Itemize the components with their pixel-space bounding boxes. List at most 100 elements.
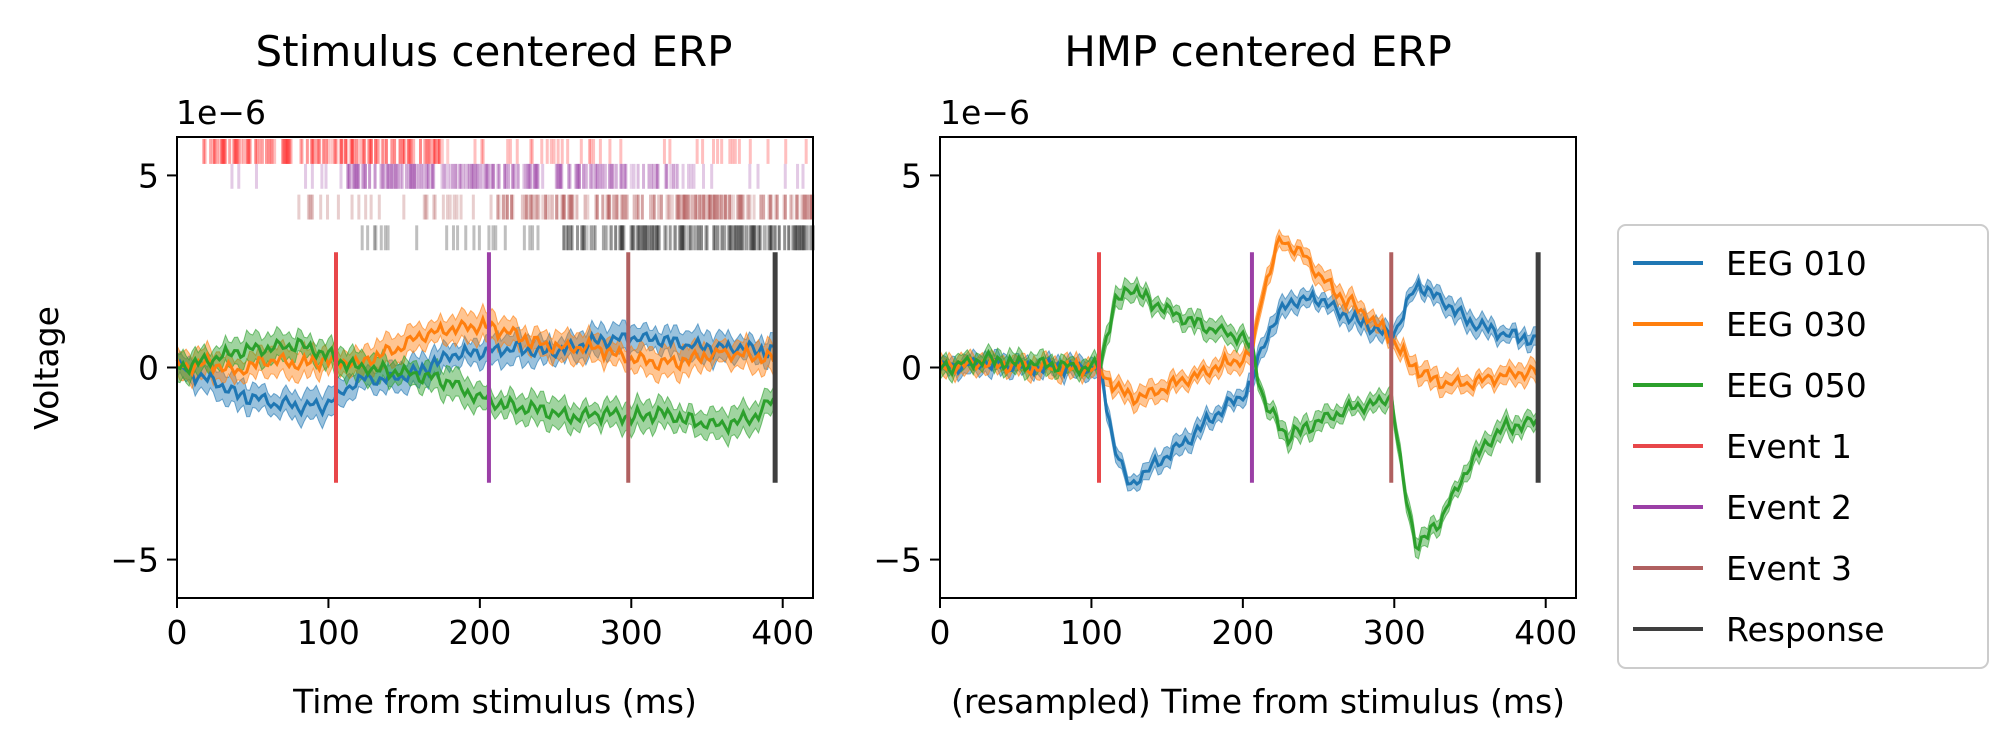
raster-tick [445,225,449,251]
raster-tick [552,139,556,164]
y-offset-label: 1e−6 [176,93,266,132]
raster-tick [583,194,587,220]
raster-tick [798,225,802,251]
raster-tick [385,163,389,189]
raster-tick [529,139,533,164]
raster-tick [433,194,437,220]
raster-tick [807,225,811,251]
raster-tick [409,139,413,164]
raster-tick [711,194,715,220]
raster-tick [428,139,432,164]
raster-tick [633,225,637,251]
raster-tick [478,163,482,189]
raster-tick [614,163,618,189]
raster-tick [473,139,477,164]
raster-tick [609,163,613,189]
raster-tick [687,163,691,189]
raster-tick [593,225,597,251]
x-tick-label: 0 [930,613,951,652]
series-line-eeg-050 [176,337,775,437]
raster-tick [364,163,368,189]
raster-tick [382,139,386,164]
raster-tick [804,139,808,164]
raster-tick [417,163,421,189]
raster-tick [380,163,384,189]
raster-tick [651,194,655,220]
raster-tick [545,194,549,220]
raster-tick [769,225,773,251]
raster-tick [535,194,539,220]
raster-tick [399,163,403,189]
raster-tick [568,194,572,220]
raster-tick [458,163,462,189]
series-line-eeg-010 [175,330,774,418]
raster-tick [693,194,697,220]
raster-tick [695,139,699,164]
raster-tick [489,163,493,189]
raster-tick [386,225,390,251]
raster-tick [408,139,412,164]
raster-tick [585,225,589,251]
x-tick-label: 400 [751,613,814,652]
raster-tick [801,194,805,220]
raster-tick [411,163,415,189]
raster-tick [716,225,720,251]
raster-tick [444,163,448,189]
x-tick-label: 200 [1211,613,1274,652]
raster-tick [698,194,702,220]
x-tick-label: 400 [1514,613,1577,652]
raster-tick [689,225,693,251]
raster-tick [554,194,558,220]
raster-tick [255,139,259,164]
raster-tick [369,194,373,220]
raster-tick [586,194,590,220]
raster-tick [535,163,539,189]
raster-tick [431,139,435,164]
series-band-eeg-050 [939,275,1538,560]
raster-tick [728,194,732,220]
raster-tick [561,194,565,220]
raster-tick [550,194,554,220]
raster-tick [636,163,640,189]
raster-tick [748,194,752,220]
raster-tick [777,225,781,251]
raster-tick [678,225,682,251]
raster-tick [604,225,608,251]
raster-tick [668,194,672,220]
raster-tick [590,163,594,189]
raster-tick [329,139,333,164]
raster-tick [704,225,708,251]
raster-tick [497,194,501,220]
raster-tick [419,163,423,189]
event-line-group [1097,252,1541,483]
raster-tick [384,139,388,164]
raster-tick [608,194,612,220]
raster-tick [791,225,795,251]
raster-tick [679,225,683,251]
raster-tick [649,194,653,220]
raster-tick [753,225,757,251]
raster-tick [635,194,639,220]
raster-tick [300,139,304,164]
raster-tick [569,225,573,251]
raster-tick [492,163,496,189]
raster-tick [218,139,222,164]
raster-tick [723,225,727,251]
raster-tick [318,139,322,164]
raster-tick [312,139,316,164]
raster-tick [284,139,288,164]
raster-tick [650,163,654,189]
raster-tick [565,225,569,251]
raster-tick [418,139,422,164]
raster-tick [740,194,744,220]
raster-tick [752,194,756,220]
raster-tick [603,163,607,189]
raster-tick [324,163,328,189]
raster-tick [566,225,570,251]
raster-tick [433,139,437,164]
raster-tick [506,139,510,164]
raster-tick [215,139,219,164]
raster-tick [347,163,351,189]
raster-tick [369,139,373,164]
raster-tick [366,225,370,251]
